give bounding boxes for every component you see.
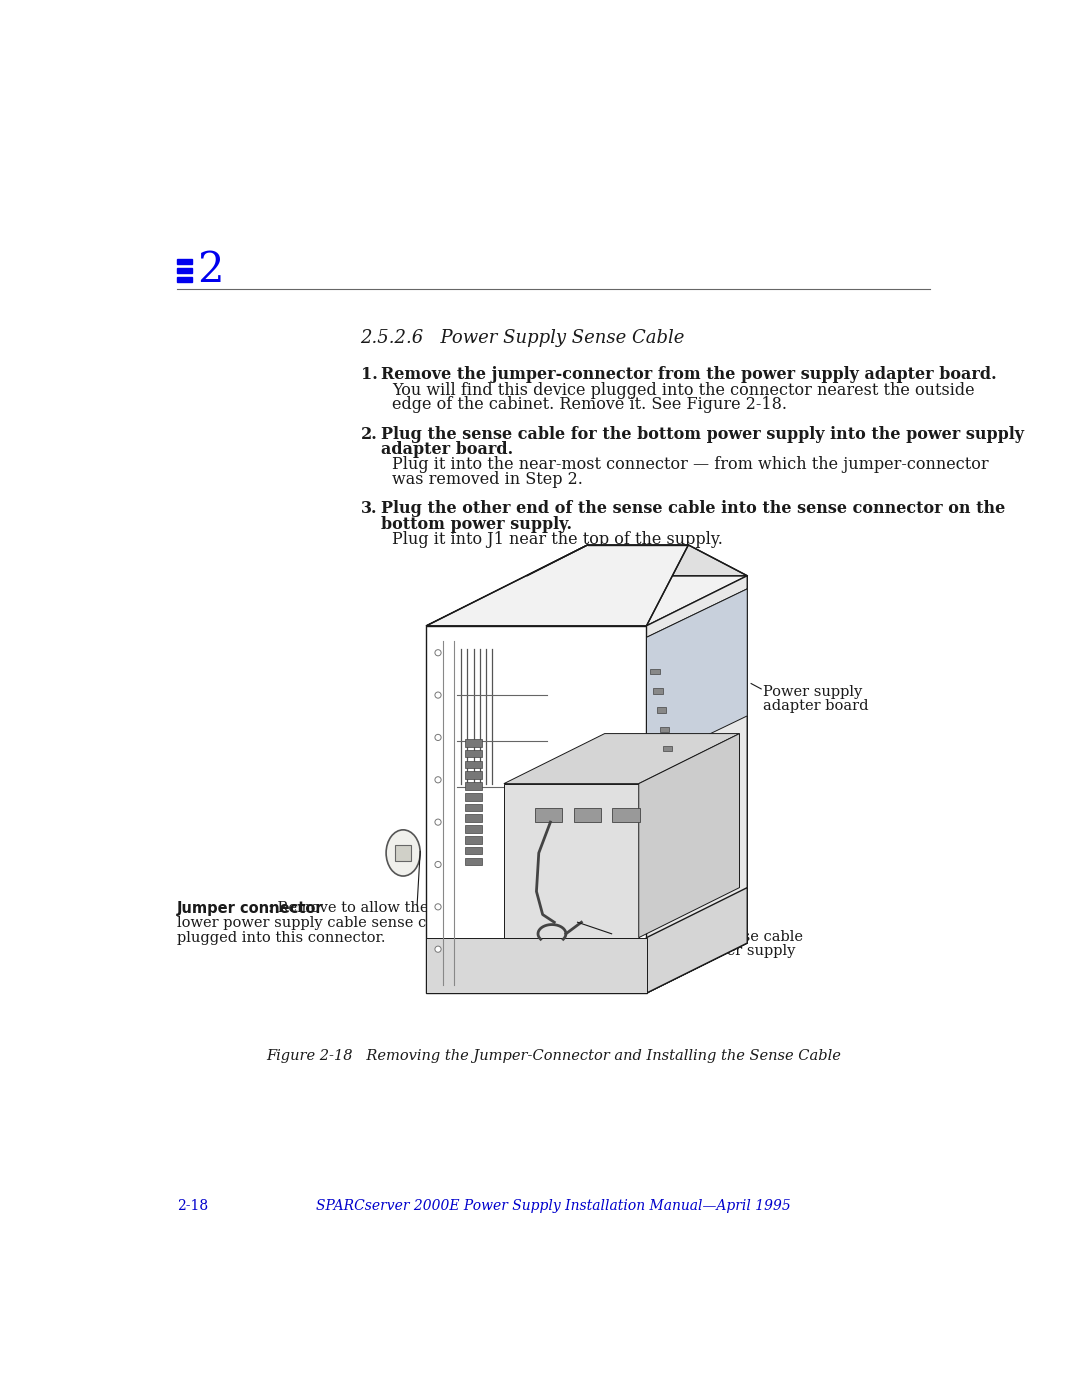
Text: Power supply sense cable: Power supply sense cable (613, 930, 804, 944)
Text: : Remove to allow the: : Remove to allow the (268, 901, 429, 915)
Circle shape (435, 650, 441, 655)
Bar (573, 809, 600, 823)
Text: adapter board: adapter board (762, 698, 868, 712)
Bar (535, 809, 562, 823)
Text: SPARCserver 2000E Power Supply Installation Manual—April 1995: SPARCserver 2000E Power Supply Installat… (316, 1200, 791, 1214)
Polygon shape (647, 637, 662, 764)
Bar (660, 726, 669, 732)
Bar (465, 826, 482, 833)
Circle shape (435, 946, 441, 953)
Circle shape (435, 862, 441, 868)
Polygon shape (427, 626, 647, 993)
Text: for bottom power supply: for bottom power supply (613, 944, 796, 958)
Bar (663, 746, 672, 752)
Text: adapter board.: adapter board. (381, 441, 514, 458)
Text: 3.: 3. (362, 500, 378, 517)
Polygon shape (647, 576, 747, 993)
Bar (177, 268, 192, 274)
Text: Plug the sense cable for the bottom power supply into the power supply: Plug the sense cable for the bottom powe… (381, 426, 1025, 443)
Bar (465, 858, 482, 865)
Bar (465, 847, 482, 855)
Bar (650, 669, 660, 675)
Polygon shape (504, 784, 638, 937)
Polygon shape (647, 588, 747, 648)
Bar (177, 277, 192, 282)
Bar (465, 739, 482, 746)
Bar (465, 750, 482, 757)
Bar (653, 689, 663, 693)
Polygon shape (647, 887, 747, 993)
Bar (465, 771, 482, 780)
Polygon shape (527, 545, 747, 576)
Bar (465, 814, 482, 823)
Text: Power supply: Power supply (762, 685, 862, 698)
Text: You will find this device plugged into the connector nearest the outside: You will find this device plugged into t… (392, 381, 975, 398)
Text: bottom power supply.: bottom power supply. (381, 515, 572, 532)
Bar (465, 782, 482, 789)
Polygon shape (504, 733, 740, 784)
Bar (465, 760, 482, 768)
Circle shape (435, 819, 441, 826)
Text: 1.: 1. (362, 366, 378, 383)
Bar (395, 845, 410, 861)
Bar (657, 707, 666, 712)
Polygon shape (647, 588, 747, 764)
Circle shape (435, 904, 441, 909)
Polygon shape (647, 576, 747, 993)
Text: lower power supply cable sense cable to be: lower power supply cable sense cable to … (177, 916, 499, 930)
Polygon shape (427, 545, 688, 626)
Bar (465, 803, 482, 812)
Bar (465, 835, 482, 844)
Circle shape (435, 777, 441, 782)
Circle shape (435, 735, 441, 740)
Text: plugged into this connector.: plugged into this connector. (177, 930, 386, 944)
Circle shape (435, 692, 441, 698)
Text: 2.: 2. (362, 426, 378, 443)
Ellipse shape (387, 830, 420, 876)
Text: Plug the other end of the sense cable into the sense connector on the: Plug the other end of the sense cable in… (381, 500, 1005, 517)
Text: Plug it into J1 near the top of the supply.: Plug it into J1 near the top of the supp… (392, 531, 724, 548)
Polygon shape (638, 733, 740, 937)
Text: Plug it into the near-most connector — from which the jumper-connector: Plug it into the near-most connector — f… (392, 457, 989, 474)
Polygon shape (427, 937, 647, 993)
Text: 2-18: 2-18 (177, 1200, 208, 1214)
Polygon shape (427, 576, 747, 626)
Text: edge of the cabinet. Remove it. See Figure 2-18.: edge of the cabinet. Remove it. See Figu… (392, 397, 787, 414)
Text: was removed in Step 2.: was removed in Step 2. (392, 471, 583, 488)
Bar (612, 809, 639, 823)
Bar (465, 793, 482, 800)
Text: 2.5.2.6   Power Supply Sense Cable: 2.5.2.6 Power Supply Sense Cable (360, 330, 684, 348)
Bar (177, 258, 192, 264)
Text: Figure 2-18   Removing the Jumper-Connector and Installing the Sense Cable: Figure 2-18 Removing the Jumper-Connecto… (266, 1049, 841, 1063)
Text: 2: 2 (197, 250, 224, 292)
Text: Jumper connector: Jumper connector (177, 901, 324, 916)
Text: Remove the jumper-connector from the power supply adapter board.: Remove the jumper-connector from the pow… (381, 366, 997, 383)
